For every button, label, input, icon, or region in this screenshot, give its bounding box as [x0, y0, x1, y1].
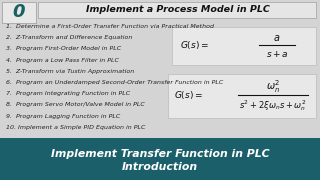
- Text: Implement Transfer Function in PLC: Implement Transfer Function in PLC: [51, 149, 269, 159]
- Text: $s^2 + 2\xi\omega_n s + \omega_n^2$: $s^2 + 2\xi\omega_n s + \omega_n^2$: [239, 99, 307, 113]
- Bar: [2, 2, 36, 23]
- Text: 1.  Determine a First-Order Transfer Function via Practical Method: 1. Determine a First-Order Transfer Func…: [6, 24, 214, 29]
- Bar: [0, 138, 320, 180]
- Text: $G(s) =$: $G(s) =$: [180, 39, 209, 51]
- Text: 6.  Program an Underdamped Second-Order Transfer Function in PLC: 6. Program an Underdamped Second-Order T…: [6, 80, 223, 85]
- Text: 9.  Program Lagging Function in PLC: 9. Program Lagging Function in PLC: [6, 114, 120, 119]
- Text: 0: 0: [13, 3, 25, 21]
- Bar: [172, 27, 316, 65]
- Text: $a$: $a$: [273, 33, 281, 43]
- Text: 4.  Program a Low Pass Filter in PLC: 4. Program a Low Pass Filter in PLC: [6, 58, 119, 63]
- Bar: [0, 0, 320, 138]
- Text: Introduction: Introduction: [122, 162, 198, 172]
- Text: Implement a Process Model in PLC: Implement a Process Model in PLC: [86, 6, 270, 15]
- Text: 10. Implement a Simple PID Equation in PLC: 10. Implement a Simple PID Equation in P…: [6, 125, 145, 130]
- Bar: [38, 2, 316, 18]
- Text: $\omega_n^2$: $\omega_n^2$: [266, 79, 280, 95]
- Text: 8.  Program Servo Motor/Valve Model in PLC: 8. Program Servo Motor/Valve Model in PL…: [6, 102, 145, 107]
- Text: 7.  Program Integrating Function in PLC: 7. Program Integrating Function in PLC: [6, 91, 130, 96]
- Text: $G(s) =$: $G(s) =$: [174, 89, 203, 101]
- Text: 2.  Z-Transform and Difference Equation: 2. Z-Transform and Difference Equation: [6, 35, 132, 40]
- Text: 5.  Z-Transform via Tustin Approximation: 5. Z-Transform via Tustin Approximation: [6, 69, 134, 74]
- Bar: [168, 74, 316, 118]
- Text: 3.  Program First-Order Model in PLC: 3. Program First-Order Model in PLC: [6, 46, 121, 51]
- Text: $s + a$: $s + a$: [266, 49, 288, 59]
